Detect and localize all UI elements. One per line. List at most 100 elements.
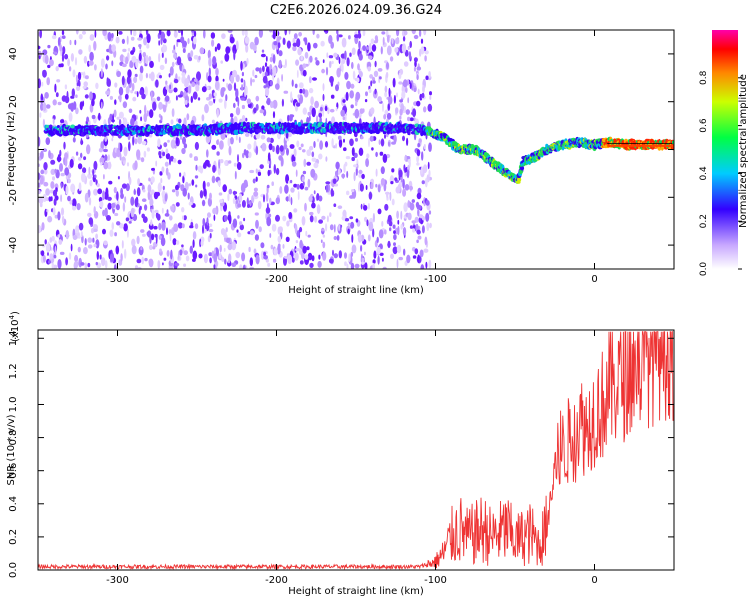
noise-dot xyxy=(388,103,390,111)
noise-dot xyxy=(127,69,132,78)
noise-dot xyxy=(254,212,259,216)
noise-dot xyxy=(166,209,169,215)
noise-dot xyxy=(208,228,214,233)
noise-dot xyxy=(187,85,192,94)
noise-dot xyxy=(328,34,333,44)
noise-dot xyxy=(320,106,323,112)
noise-dot xyxy=(227,193,230,202)
noise-dot xyxy=(219,199,224,204)
noise-dot xyxy=(259,164,264,170)
noise-dot xyxy=(272,258,277,263)
noise-dot xyxy=(155,160,158,167)
noise-dot xyxy=(335,143,337,149)
noise-dot xyxy=(396,258,399,269)
noise-dot xyxy=(260,135,266,140)
noise-dot xyxy=(340,109,346,117)
noise-dot xyxy=(88,166,91,175)
noise-dot xyxy=(366,46,370,50)
noise-dot xyxy=(404,154,407,162)
noise-dot xyxy=(406,254,411,264)
noise-dot xyxy=(211,144,217,150)
noise-dot xyxy=(367,55,373,60)
noise-dot xyxy=(418,138,422,143)
noise-dot xyxy=(136,235,140,245)
noise-dot xyxy=(341,37,347,48)
noise-dot xyxy=(54,168,57,174)
noise-dot xyxy=(164,193,168,202)
noise-dot xyxy=(322,107,325,117)
colorbar-gradient xyxy=(712,30,738,269)
noise-dot xyxy=(377,96,382,103)
noise-dot xyxy=(108,44,112,54)
noise-dot xyxy=(332,178,337,184)
noise-dot xyxy=(175,189,179,197)
noise-dot xyxy=(160,31,166,41)
noise-dot xyxy=(212,56,217,66)
noise-dot xyxy=(56,156,62,162)
noise-dot xyxy=(320,40,325,47)
noise-dot xyxy=(155,211,159,219)
noise-dot xyxy=(95,261,99,266)
noise-dot xyxy=(365,185,368,190)
noise-dot xyxy=(194,175,199,179)
noise-dot xyxy=(393,94,396,104)
noise-dot xyxy=(297,47,302,56)
noise-dot xyxy=(95,82,99,90)
noise-dot xyxy=(42,69,47,78)
noise-dot xyxy=(396,30,400,37)
noise-dot xyxy=(137,178,141,186)
noise-dot xyxy=(118,119,122,126)
snr-scale-label: (x104) xyxy=(8,311,21,342)
noise-dot xyxy=(139,109,142,114)
noise-dot xyxy=(253,191,259,197)
noise-dot xyxy=(271,181,275,186)
noise-dot xyxy=(177,222,183,229)
noise-dot xyxy=(232,197,236,204)
noise-dot xyxy=(165,148,169,154)
noise-dot xyxy=(238,136,241,143)
noise-dot xyxy=(176,56,182,66)
noise-dot xyxy=(372,228,375,238)
noise-dot xyxy=(362,45,367,51)
noise-dot xyxy=(321,68,325,74)
noise-dot xyxy=(221,257,225,262)
noise-dot xyxy=(165,153,171,160)
noise-dot xyxy=(128,108,133,114)
noise-dot xyxy=(282,244,285,249)
noise-dot xyxy=(107,31,112,42)
noise-dot xyxy=(72,234,78,240)
snr-xlabel: Height of straight line (km) xyxy=(288,586,424,597)
noise-dot xyxy=(315,60,320,66)
noise-dot xyxy=(368,88,372,93)
noise-dot xyxy=(151,167,155,171)
noise-dot xyxy=(51,235,55,242)
noise-dot xyxy=(255,145,259,156)
snr-frame xyxy=(37,329,675,571)
noise-dot xyxy=(347,222,351,226)
noise-dot xyxy=(377,208,382,215)
noise-dot xyxy=(384,229,387,235)
noise-dot xyxy=(243,79,246,90)
noise-dot xyxy=(335,161,340,170)
noise-dot xyxy=(311,107,316,118)
noise-dot xyxy=(269,197,272,204)
noise-dot xyxy=(407,46,410,50)
noise-dot xyxy=(270,244,274,250)
noise-dot xyxy=(231,241,237,251)
noise-dot xyxy=(241,252,246,262)
noise-dot xyxy=(313,162,319,169)
noise-dot xyxy=(304,202,307,212)
noise-dot xyxy=(275,197,280,205)
noise-dot xyxy=(380,46,383,55)
noise-dot xyxy=(130,117,135,127)
noise-dot xyxy=(162,262,164,266)
noise-dot xyxy=(198,55,201,61)
snr-ytick-label-7: 1.4 xyxy=(8,330,19,346)
noise-dot xyxy=(146,147,150,152)
noise-dot xyxy=(182,48,186,53)
noise-dot xyxy=(263,85,267,89)
noise-dot xyxy=(139,89,144,96)
noise-dot xyxy=(241,30,245,36)
noise-dot xyxy=(124,93,129,100)
noise-dot xyxy=(420,46,425,55)
